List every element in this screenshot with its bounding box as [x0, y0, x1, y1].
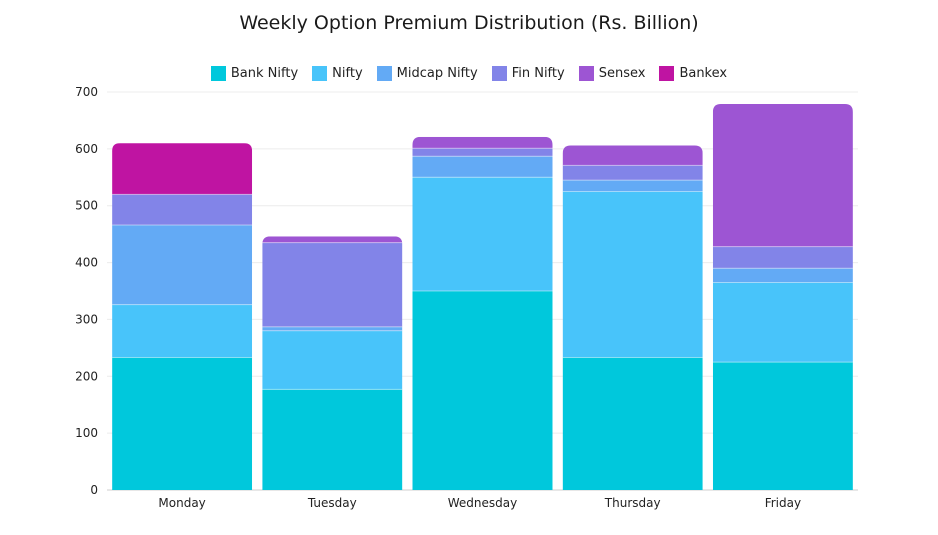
legend-swatch [491, 66, 507, 81]
bar-segment[interactable] [562, 180, 703, 192]
legend-swatch [578, 66, 594, 81]
bar-stack [562, 145, 703, 490]
legend-label: Midcap Nifty [396, 66, 478, 81]
bar-segment[interactable] [712, 282, 853, 363]
bar-segment[interactable] [412, 291, 553, 490]
bar-segment[interactable] [712, 246, 853, 269]
bar-segment[interactable] [262, 236, 403, 243]
bar-segment[interactable] [112, 225, 253, 305]
bar-segment[interactable] [712, 268, 853, 283]
bar-segment[interactable] [562, 145, 703, 166]
y-tick-label: 300 [75, 312, 98, 326]
bar-stack [262, 236, 403, 490]
bar-segment[interactable] [412, 136, 553, 149]
legend-swatch [210, 66, 226, 81]
bar-segment[interactable] [562, 357, 703, 490]
bar-segment[interactable] [262, 330, 403, 390]
legend-swatch [659, 66, 675, 81]
legend-swatch [376, 66, 392, 81]
bar-segment[interactable] [562, 165, 703, 181]
bar-segment[interactable] [412, 177, 553, 291]
legend-label: Bank Nifty [230, 66, 299, 81]
bar-segment[interactable] [412, 156, 553, 178]
y-tick-label: 700 [75, 85, 98, 99]
x-tick-label: Wednesday [448, 496, 517, 510]
legend-item[interactable]: Sensex [578, 66, 646, 81]
legend-item[interactable]: Bank Nifty [210, 66, 299, 81]
y-tick-label: 400 [75, 256, 98, 270]
bar-segment[interactable] [112, 143, 253, 195]
legend-swatch [312, 66, 328, 81]
x-tick-label: Thursday [604, 496, 661, 510]
bar-stack [112, 143, 253, 490]
bar-segment[interactable] [112, 357, 253, 490]
y-tick-label: 200 [75, 369, 98, 383]
chart-title: Weekly Option Premium Distribution (Rs. … [239, 12, 699, 34]
bar-segment[interactable] [262, 242, 403, 327]
bar-stack [712, 103, 853, 490]
x-tick-label: Friday [765, 496, 801, 510]
bar-stack [412, 136, 553, 490]
legend-item[interactable]: Bankex [659, 66, 727, 81]
bar-segment[interactable] [262, 326, 403, 331]
x-tick-label: Monday [158, 496, 205, 510]
y-tick-label: 500 [75, 199, 98, 213]
legend-label: Fin Nifty [511, 66, 565, 81]
x-tick-label: Tuesday [307, 496, 357, 510]
bar-segment[interactable] [112, 304, 253, 358]
legend-label: Sensex [598, 66, 646, 81]
bar-segment[interactable] [412, 148, 553, 157]
bar-segment[interactable] [712, 362, 853, 490]
bar-segment[interactable] [112, 194, 253, 226]
chart-legend: Bank Nifty Nifty Midcap Nifty Fin Nifty Sens… [0, 66, 938, 81]
legend-label: Bankex [679, 66, 728, 81]
legend-item[interactable]: Nifty [312, 66, 363, 81]
y-tick-label: 0 [90, 483, 98, 497]
legend-item[interactable]: Midcap Nifty [376, 66, 478, 81]
bar-segment[interactable] [262, 389, 403, 490]
y-tick-label: 100 [75, 426, 98, 440]
legend-item[interactable]: Fin Nifty [491, 66, 565, 81]
bar-segment[interactable] [712, 103, 853, 247]
y-tick-label: 600 [75, 142, 98, 156]
bar-segment[interactable] [562, 191, 703, 358]
legend-label: Nifty [332, 66, 363, 81]
